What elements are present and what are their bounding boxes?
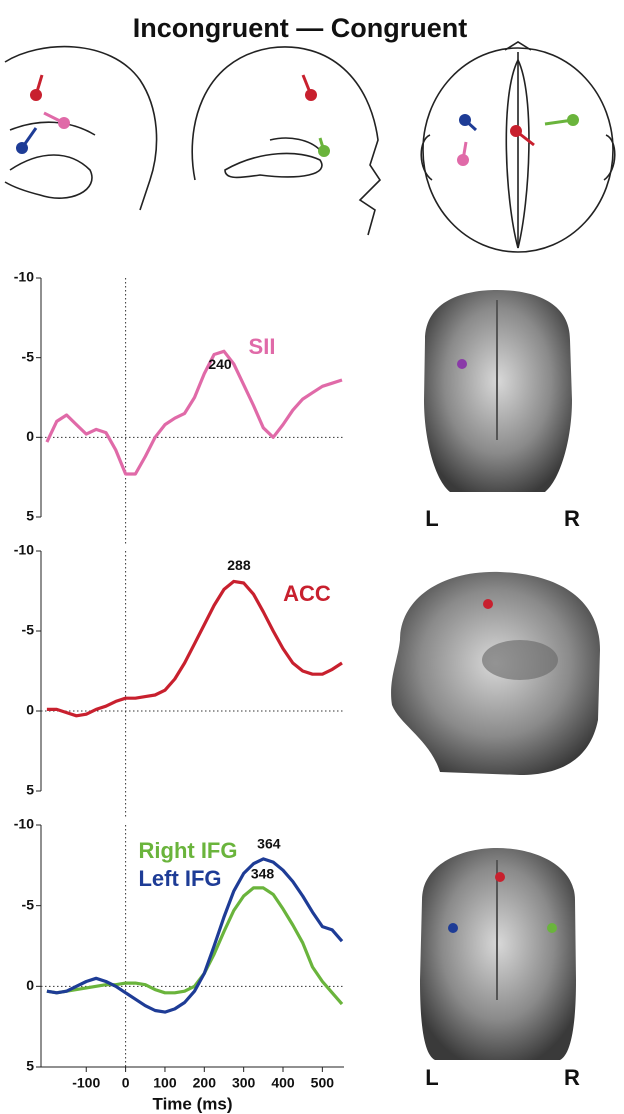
- figure: Incongruent — Congruent L R L R -1: [0, 0, 624, 1114]
- head-sketches: [5, 42, 615, 252]
- x-axis-label: Time (ms): [153, 1094, 233, 1113]
- y-tick-label: -5: [22, 622, 35, 638]
- page: {"title": "Incongruent \u2014 Congruent"…: [0, 0, 624, 1114]
- y-tick-label: -10: [14, 542, 34, 558]
- y-tick-label: 0: [26, 702, 34, 718]
- y-tick-label: 5: [26, 782, 34, 798]
- x-tick-label: 200: [193, 1075, 217, 1091]
- x-tick-label: 500: [311, 1075, 335, 1091]
- brain-label-right: R: [564, 506, 580, 531]
- brain-label-right: R: [564, 1065, 580, 1090]
- y-tick-label: -5: [22, 896, 35, 912]
- series-label: Right IFG: [139, 838, 238, 863]
- x-tick-label: -100: [72, 1075, 100, 1091]
- x-tick-label: 0: [122, 1075, 130, 1091]
- y-tick-label: -10: [14, 816, 34, 832]
- series-label: SII: [249, 334, 276, 359]
- series-label: Left IFG: [138, 866, 221, 891]
- peak-label: 364: [257, 836, 281, 852]
- brain-label-left: L: [425, 506, 438, 531]
- y-tick-label: 5: [26, 508, 34, 524]
- y-tick-label: 0: [26, 428, 34, 444]
- title: Incongruent — Congruent: [133, 13, 467, 43]
- y-tick-label: 5: [26, 1058, 34, 1074]
- peak-label: 288: [227, 557, 251, 573]
- series-label: ACC: [283, 581, 331, 606]
- series-line: [47, 351, 342, 474]
- y-tick-label: -10: [14, 269, 34, 285]
- brain-label-left: L: [425, 1065, 438, 1090]
- peak-label: 240: [208, 356, 232, 372]
- peak-label: 348: [251, 866, 275, 882]
- x-tick-label: 400: [271, 1075, 295, 1091]
- y-tick-label: -5: [22, 348, 35, 364]
- y-tick-label: 0: [26, 977, 34, 993]
- mri-panels: L R L R: [391, 290, 600, 1090]
- x-tick-label: 100: [153, 1075, 177, 1091]
- x-tick-label: 300: [232, 1075, 256, 1091]
